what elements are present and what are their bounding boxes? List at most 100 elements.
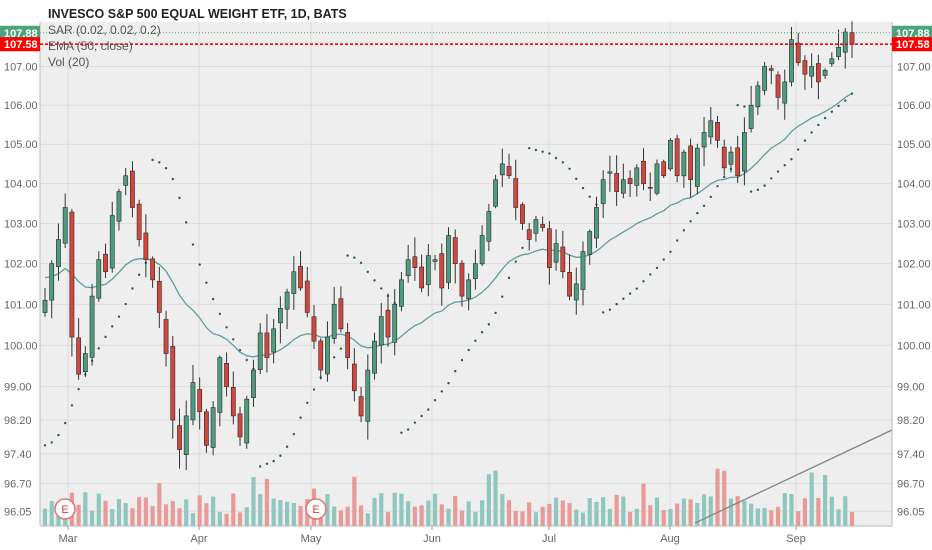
candle-body [815, 63, 821, 83]
candle-body [809, 66, 815, 77]
candle-body [459, 262, 465, 297]
candle-body [351, 363, 357, 392]
sar-dot [285, 445, 289, 448]
indicator-ema[interactable]: EMA (50, close) [48, 39, 133, 53]
candle-body [661, 161, 667, 177]
sar-dot [245, 358, 248, 362]
candle-body [264, 332, 270, 358]
volume-bar [89, 510, 95, 526]
candle-body [688, 145, 693, 181]
volume-bar [76, 504, 81, 526]
close-price-tag-bg [0, 37, 40, 52]
candle-body [82, 353, 88, 373]
candle-body [109, 215, 115, 269]
sar-dot [689, 220, 692, 223]
price-tick-left: 99.00 [4, 382, 32, 394]
sar-dot [413, 421, 417, 424]
volume-bar [150, 506, 155, 526]
volume-bar [688, 499, 693, 526]
volume-bar [789, 493, 794, 526]
volume-bar [332, 506, 337, 526]
candle-body [614, 173, 620, 192]
volume-bar [190, 513, 196, 526]
candle-body [405, 259, 411, 277]
left-price-axis[interactable]: 96.05 96.70 97.40 98.20 99.00 100.00 101.00 102… [4, 62, 38, 519]
candle-body [89, 295, 95, 358]
price-tick-right: 100.00 [897, 340, 931, 352]
candle-body [345, 332, 351, 358]
volume-bar [836, 509, 841, 526]
volume-bar [486, 474, 491, 526]
candle-body [842, 31, 848, 53]
sar-dot [164, 167, 168, 170]
volume-bar [762, 507, 767, 526]
candle-body [446, 235, 451, 283]
volume-bar [143, 497, 148, 526]
volume-bar [547, 503, 552, 526]
candle-body [728, 151, 734, 165]
candle-body [385, 309, 391, 338]
volume-bar [244, 507, 249, 526]
volume-bar [103, 500, 108, 526]
volume-bar [742, 500, 747, 526]
right-price-axis[interactable]: 96.05 96.70 97.40 98.20 99.00 100.00 101.00 102… [897, 62, 931, 519]
candle-body [701, 132, 707, 148]
candle-body [244, 398, 250, 444]
sar-dot [70, 404, 74, 407]
trend-line[interactable] [694, 429, 893, 524]
volume-bar [204, 503, 209, 526]
volume-bar [708, 496, 713, 526]
sar-dot [346, 254, 349, 257]
candle-body [600, 179, 606, 204]
indicator-sar[interactable]: SAR (0.02, 0.02, 0.2) [48, 23, 161, 37]
volume-bar [83, 492, 88, 526]
candle-body [452, 237, 458, 264]
candle-body [318, 340, 324, 371]
candle-body [439, 253, 445, 289]
sar-dot [359, 261, 363, 265]
candle-body [526, 229, 532, 240]
sar-dot [534, 148, 538, 152]
volume-bar [829, 496, 834, 526]
candle-body [513, 178, 519, 208]
time-axis[interactable]: Mar Apr May Jun Jul Aug Sep [59, 526, 806, 545]
candle-body [668, 140, 673, 170]
sar-dot [837, 104, 840, 108]
candle-body [553, 243, 559, 263]
sar-dot [191, 243, 195, 246]
candle-body [392, 303, 398, 343]
indicator-volume[interactable]: Vol (20) [48, 55, 90, 69]
sar-dot [723, 175, 726, 179]
volume-bar [560, 500, 565, 526]
volume-bar [56, 512, 61, 526]
candle-body [230, 387, 236, 417]
candle-body [365, 369, 371, 422]
sar-dot [420, 414, 423, 418]
sar-dot [736, 103, 739, 107]
sar-dot [749, 190, 753, 193]
sar-dot [117, 315, 121, 318]
volume-bar [755, 508, 760, 526]
volume-bar [426, 500, 431, 526]
volume-bar [237, 512, 243, 526]
price-tick-right: 104.00 [897, 179, 931, 191]
sar-dot [104, 335, 107, 339]
volume-bar [338, 510, 343, 526]
price-tick-left: 96.70 [4, 479, 32, 491]
volume-bar [459, 510, 465, 526]
volume-bar [701, 494, 707, 526]
last-price-tag: 107.88 [896, 28, 930, 40]
sar-dot [507, 276, 511, 280]
volume-bar [392, 492, 397, 526]
candle-body [802, 60, 808, 75]
volume-bar [775, 506, 781, 526]
time-tick-label: Jun [423, 533, 441, 545]
volume-bar [500, 493, 505, 526]
volume-bar [668, 509, 673, 526]
price-tick-left: 97.40 [4, 449, 32, 461]
sar-dot [494, 311, 497, 315]
candle-body [715, 121, 720, 141]
candle-body [775, 74, 781, 98]
